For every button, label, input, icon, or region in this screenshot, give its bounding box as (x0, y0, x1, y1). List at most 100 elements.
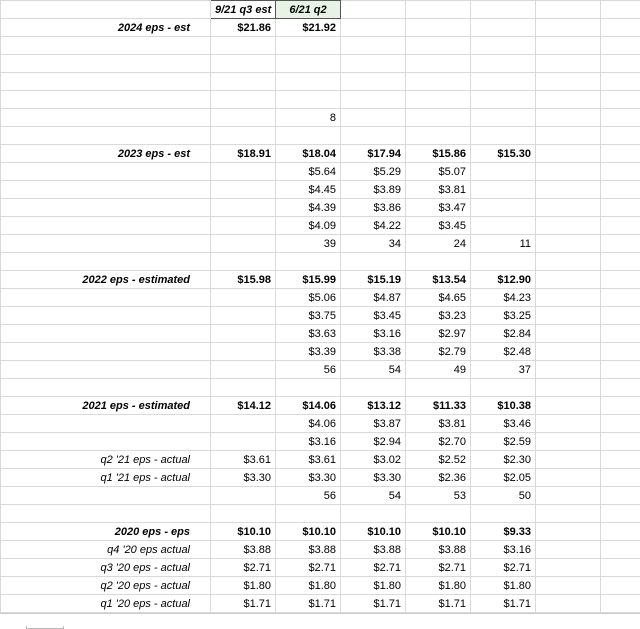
row-label[interactable] (1, 127, 211, 145)
cell-c1[interactable] (211, 307, 276, 325)
cell-c4[interactable]: $13.54 (406, 271, 471, 289)
cell-c1[interactable] (211, 325, 276, 343)
cell-c7[interactable] (601, 289, 640, 307)
cell-c2[interactable] (276, 73, 341, 91)
cell-c4[interactable]: 49 (406, 361, 471, 379)
row-label[interactable] (1, 91, 211, 109)
cell-c2[interactable]: $3.75 (276, 307, 341, 325)
cell-c4[interactable]: $10.10 (406, 523, 471, 541)
cell-c1[interactable] (211, 505, 276, 523)
cell-c7[interactable] (601, 505, 640, 523)
cell-c2[interactable]: $4.39 (276, 199, 341, 217)
cell-c6[interactable] (536, 163, 601, 181)
cell-c7[interactable] (601, 55, 640, 73)
cell-c3[interactable]: $3.87 (341, 415, 406, 433)
cell-c1[interactable]: $18.91 (211, 145, 276, 163)
cell-c4[interactable]: $2.97 (406, 325, 471, 343)
cell-c4[interactable]: $3.88 (406, 541, 471, 559)
cell-c3[interactable] (341, 379, 406, 397)
cell-c4[interactable] (406, 505, 471, 523)
cell-c6[interactable] (536, 541, 601, 559)
cell-c5[interactable]: $2.05 (471, 469, 536, 487)
cell-c7[interactable] (601, 127, 640, 145)
row-label[interactable]: q3 '20 eps - actual (1, 559, 211, 577)
cell-c7[interactable] (601, 559, 640, 577)
cell-c4[interactable]: $3.81 (406, 415, 471, 433)
cell-c7[interactable] (601, 433, 640, 451)
cell-c2[interactable]: $18.04 (276, 145, 341, 163)
cell-c2[interactable] (276, 127, 341, 145)
cell-c4[interactable]: $2.79 (406, 343, 471, 361)
cell-c5[interactable] (471, 19, 536, 37)
cell-c7[interactable] (601, 181, 640, 199)
cell-c1[interactable] (211, 91, 276, 109)
cell-c3[interactable]: $17.94 (341, 145, 406, 163)
row-label[interactable] (1, 217, 211, 235)
row-label[interactable]: 2021 eps - estimated (1, 397, 211, 415)
cell-c4[interactable] (406, 379, 471, 397)
cell-c6[interactable] (536, 379, 601, 397)
cell-c3[interactable]: $13.12 (341, 397, 406, 415)
cell-c4[interactable]: $11.33 (406, 397, 471, 415)
cell-c7[interactable] (601, 343, 640, 361)
cell-c2[interactable]: 56 (276, 361, 341, 379)
cell-c2[interactable]: $4.09 (276, 217, 341, 235)
cell-c2[interactable] (276, 505, 341, 523)
cell-c1[interactable] (211, 487, 276, 505)
cell-c2[interactable]: $3.39 (276, 343, 341, 361)
cell-c3[interactable]: 54 (341, 487, 406, 505)
cell-c5[interactable]: 50 (471, 487, 536, 505)
cell-c5[interactable] (471, 109, 536, 127)
cell-c2[interactable]: $14.06 (276, 397, 341, 415)
cell-c2[interactable] (276, 55, 341, 73)
cell-c2[interactable]: $3.16 (276, 433, 341, 451)
cell-c7[interactable] (601, 145, 640, 163)
cell-c6[interactable] (536, 397, 601, 415)
row-label[interactable]: 2024 eps - est (1, 19, 211, 37)
cell-c5[interactable]: $2.59 (471, 433, 536, 451)
cell-c3[interactable]: $3.16 (341, 325, 406, 343)
cell-c5[interactable] (471, 199, 536, 217)
cell-c6[interactable] (536, 253, 601, 271)
header-c6[interactable] (536, 1, 601, 19)
cell-c5[interactable]: $2.71 (471, 559, 536, 577)
cell-c6[interactable] (536, 505, 601, 523)
cell-c2[interactable]: 8 (276, 109, 341, 127)
cell-c6[interactable] (536, 37, 601, 55)
cell-c2[interactable]: $3.63 (276, 325, 341, 343)
cell-c4[interactable]: 24 (406, 235, 471, 253)
cell-c6[interactable] (536, 361, 601, 379)
cell-c3[interactable] (341, 109, 406, 127)
cell-c1[interactable] (211, 361, 276, 379)
cell-c7[interactable] (601, 397, 640, 415)
cell-c1[interactable]: $15.98 (211, 271, 276, 289)
header-c5[interactable] (471, 1, 536, 19)
cell-c7[interactable] (601, 19, 640, 37)
cell-c3[interactable]: $1.71 (341, 595, 406, 613)
cell-c6[interactable] (536, 523, 601, 541)
cell-c1[interactable] (211, 289, 276, 307)
cell-c2[interactable]: $21.92 (276, 19, 341, 37)
cell-c1[interactable] (211, 37, 276, 55)
cell-c6[interactable] (536, 109, 601, 127)
cell-c1[interactable] (211, 181, 276, 199)
cell-c3[interactable]: $3.38 (341, 343, 406, 361)
cell-c1[interactable] (211, 415, 276, 433)
row-label[interactable] (1, 163, 211, 181)
cell-c1[interactable] (211, 109, 276, 127)
cell-c6[interactable] (536, 199, 601, 217)
row-label[interactable] (1, 55, 211, 73)
cell-c1[interactable] (211, 163, 276, 181)
row-label[interactable] (1, 253, 211, 271)
cell-c2[interactable] (276, 379, 341, 397)
row-label[interactable] (1, 343, 211, 361)
cell-c2[interactable]: $1.80 (276, 577, 341, 595)
cell-c4[interactable]: $2.36 (406, 469, 471, 487)
cell-c6[interactable] (536, 235, 601, 253)
cell-c7[interactable] (601, 595, 640, 613)
cell-c1[interactable]: $21.86 (211, 19, 276, 37)
cell-c1[interactable] (211, 253, 276, 271)
cell-c1[interactable]: $3.61 (211, 451, 276, 469)
cell-c3[interactable]: $4.22 (341, 217, 406, 235)
cell-c4[interactable]: $1.71 (406, 595, 471, 613)
